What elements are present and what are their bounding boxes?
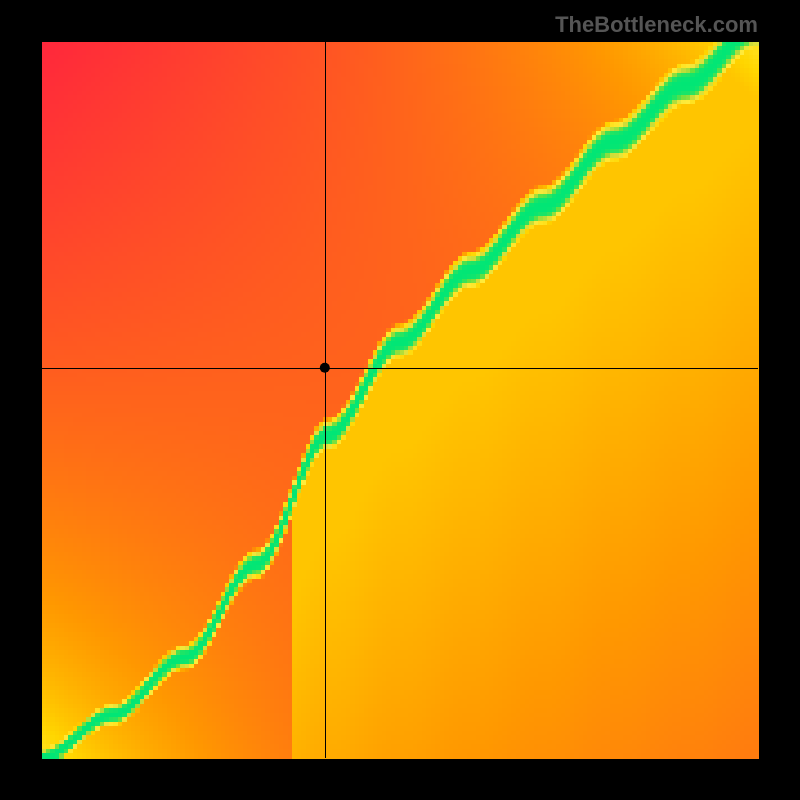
chart-container: TheBottleneck.com [0,0,800,800]
watermark-text: TheBottleneck.com [555,12,758,38]
heatmap-canvas [0,0,800,800]
